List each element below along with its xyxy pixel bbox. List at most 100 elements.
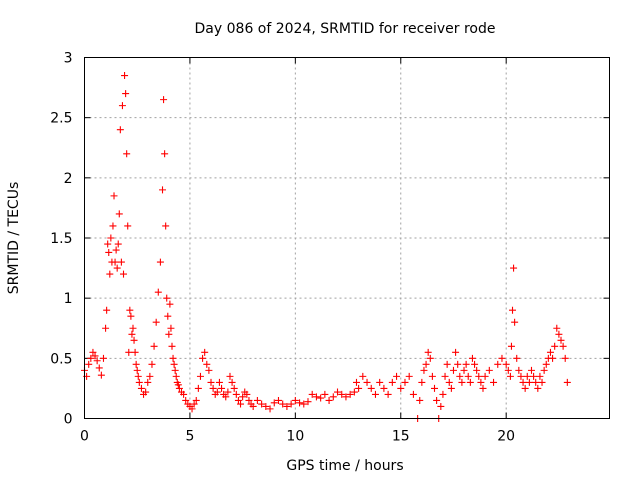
data-point [393, 372, 401, 380]
data-point [481, 372, 489, 380]
data-point [243, 390, 251, 398]
data-point [134, 372, 142, 380]
data-point [454, 360, 462, 368]
data-point [401, 378, 409, 386]
x-axis-label: GPS time / hours [286, 458, 403, 474]
data-point [431, 384, 438, 392]
data-point [213, 388, 221, 396]
data-point [123, 150, 131, 158]
data-point [209, 384, 217, 392]
y-tick-label: 1.5 [50, 231, 72, 247]
data-point [334, 388, 342, 396]
data-point [105, 248, 113, 256]
data-point [473, 366, 481, 374]
chart-title: Day 086 of 2024, SRMTID for receiver rod… [195, 21, 496, 37]
data-point [538, 378, 546, 386]
data-point [279, 400, 287, 408]
data-point [363, 378, 371, 386]
data-point [89, 348, 97, 356]
data-point [443, 360, 451, 368]
y-tick-label: 3 [64, 51, 73, 67]
data-point [300, 400, 308, 408]
data-point [371, 390, 379, 398]
y-tick-label: 0.5 [50, 351, 72, 367]
data-point [99, 354, 107, 362]
y-tick-labels: 0 0.5 1 1.5 2 2.5 3 [50, 51, 72, 428]
data-point [253, 396, 261, 404]
data-point [207, 378, 215, 386]
data-point [166, 300, 174, 308]
data-point [546, 348, 554, 356]
data-point [291, 396, 299, 404]
data-point [507, 342, 515, 350]
data-point [458, 378, 466, 386]
data-point [475, 372, 483, 380]
data-point [559, 342, 567, 350]
data-point [409, 390, 417, 398]
data-point [116, 126, 124, 134]
data-point [439, 390, 447, 398]
data-point [148, 360, 156, 368]
data-point [249, 402, 257, 410]
data-point [215, 378, 223, 386]
data-point [428, 372, 436, 380]
data-point [168, 342, 176, 350]
data-point [342, 393, 350, 401]
x-tick-label: 20 [497, 429, 515, 445]
y-tick-label: 2.5 [50, 111, 72, 127]
data-point [130, 336, 138, 344]
data-point [525, 378, 533, 386]
data-point [494, 360, 502, 368]
data-point [262, 402, 270, 410]
data-point [346, 390, 354, 398]
data-point [160, 96, 168, 104]
data-point [137, 384, 145, 392]
data-point [91, 352, 99, 360]
data-point [384, 390, 392, 398]
data-point [397, 384, 405, 392]
data-point [85, 360, 93, 368]
data-point [128, 330, 136, 338]
data-point [237, 400, 245, 408]
data-point [511, 318, 519, 326]
data-point [154, 288, 162, 296]
data-point [133, 366, 141, 374]
data-point [536, 372, 544, 380]
data-point [527, 366, 535, 374]
data-point [201, 348, 209, 356]
data-point [504, 366, 512, 374]
y-axis-label: SRMTID / TECUs [6, 182, 22, 295]
data-point [146, 372, 154, 380]
x-tick-label: 5 [185, 429, 194, 445]
data-point [226, 372, 234, 380]
x-tick-label: 15 [392, 429, 410, 445]
data-point [167, 324, 175, 332]
data-point [304, 398, 312, 406]
data-point [513, 354, 521, 362]
grid [84, 57, 610, 419]
data-point [485, 366, 493, 374]
data-point [125, 348, 133, 356]
data-point [506, 372, 514, 380]
data-point [175, 384, 183, 392]
data-point [517, 372, 525, 380]
data-point [551, 342, 559, 350]
data-point [296, 399, 304, 407]
data-point [367, 384, 375, 392]
data-point [561, 354, 569, 362]
data-point [132, 360, 140, 368]
data-point [359, 372, 367, 380]
data-point [515, 366, 523, 374]
data-point [232, 390, 240, 398]
data-point [159, 186, 167, 194]
data-point [270, 399, 278, 407]
data-point [182, 396, 190, 404]
data-point [188, 405, 196, 413]
data-points [81, 72, 571, 422]
data-point [352, 378, 360, 386]
data-point [161, 150, 169, 158]
data-point [156, 258, 164, 266]
data-point [462, 360, 470, 368]
data-point [117, 258, 125, 266]
